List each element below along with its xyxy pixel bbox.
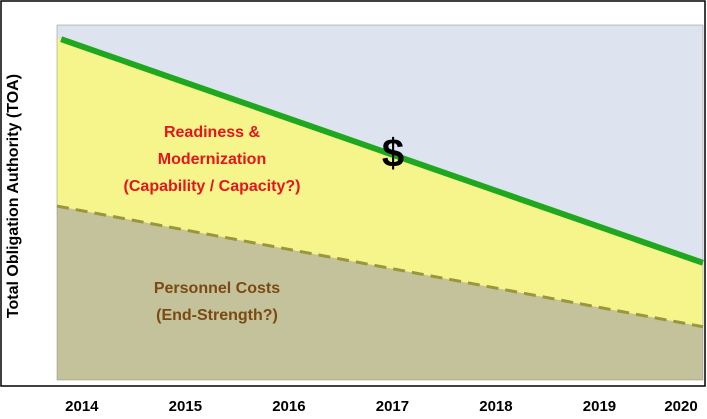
y-axis-label: Total Obligation Authority (TOA) [5, 74, 22, 318]
frame [0, 0, 706, 387]
plot-border [56, 24, 704, 381]
x-tick-label: 2016 [272, 398, 305, 415]
annotation: (End-Strength?) [156, 307, 278, 324]
area-fill [57, 206, 703, 380]
x-tick-label: 2018 [479, 398, 512, 415]
annotation: $ [382, 132, 404, 176]
annotation: Modernization [158, 151, 266, 168]
x-tick-label: 2019 [583, 398, 616, 415]
series-line [60, 36, 704, 266]
x-tick-label: 2015 [169, 398, 202, 415]
series-line [56, 204, 704, 329]
annotation: (Capability / Capacity?) [124, 178, 301, 195]
x-tick-label: 2017 [376, 398, 409, 415]
annotation: Personnel Costs [154, 280, 280, 297]
x-tick-label: 2014 [65, 398, 99, 415]
annotation: Readiness & [164, 124, 260, 141]
x-tick-label: 2020 [664, 398, 697, 415]
